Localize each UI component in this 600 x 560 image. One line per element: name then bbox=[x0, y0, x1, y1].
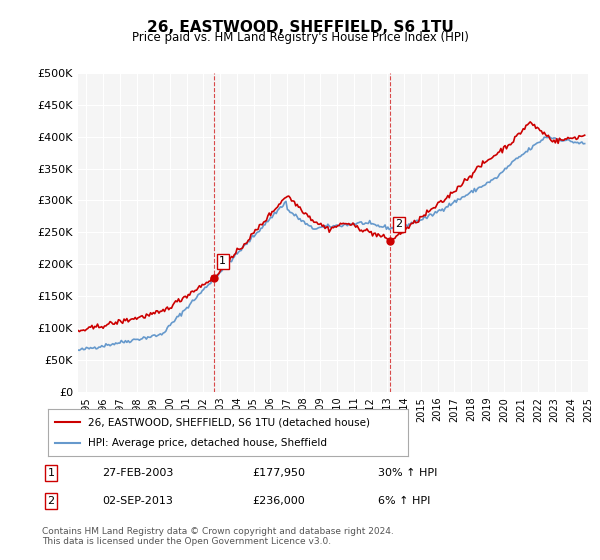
Text: £177,950: £177,950 bbox=[252, 468, 305, 478]
Text: 30% ↑ HPI: 30% ↑ HPI bbox=[378, 468, 437, 478]
Text: 26, EASTWOOD, SHEFFIELD, S6 1TU: 26, EASTWOOD, SHEFFIELD, S6 1TU bbox=[146, 20, 454, 35]
Text: Contains HM Land Registry data © Crown copyright and database right 2024.
This d: Contains HM Land Registry data © Crown c… bbox=[42, 526, 394, 546]
Text: HPI: Average price, detached house, Sheffield: HPI: Average price, detached house, Shef… bbox=[88, 438, 326, 448]
Text: Price paid vs. HM Land Registry's House Price Index (HPI): Price paid vs. HM Land Registry's House … bbox=[131, 31, 469, 44]
Text: 27-FEB-2003: 27-FEB-2003 bbox=[102, 468, 173, 478]
Text: 1: 1 bbox=[47, 468, 55, 478]
Text: 2: 2 bbox=[47, 496, 55, 506]
Text: 2: 2 bbox=[395, 220, 403, 229]
Text: 1: 1 bbox=[219, 256, 226, 267]
Text: 02-SEP-2013: 02-SEP-2013 bbox=[102, 496, 173, 506]
Text: 26, EASTWOOD, SHEFFIELD, S6 1TU (detached house): 26, EASTWOOD, SHEFFIELD, S6 1TU (detache… bbox=[88, 417, 370, 427]
Text: £236,000: £236,000 bbox=[252, 496, 305, 506]
Text: 6% ↑ HPI: 6% ↑ HPI bbox=[378, 496, 430, 506]
